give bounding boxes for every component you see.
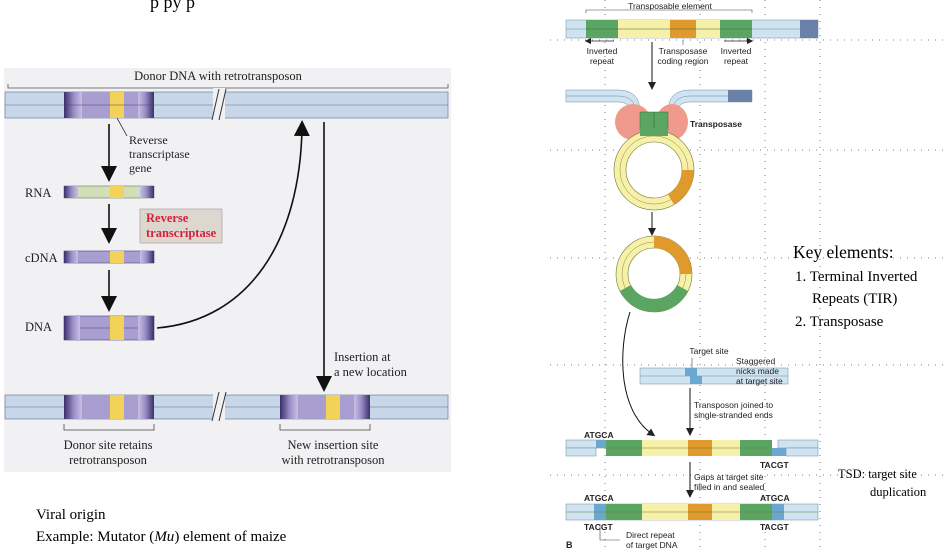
result-dna-strand	[4, 391, 449, 423]
title-fragment: p py p	[150, 0, 195, 12]
key-item-1b: Repeats (TIR)	[812, 291, 897, 307]
gaps-label-1: Gaps at target site	[694, 472, 764, 482]
atgca-seq-1: ATGCA	[584, 430, 614, 440]
joined-label-2: single-stranded ends	[694, 410, 773, 420]
donor-site-label-2: retrotransposon	[69, 453, 148, 467]
tsd-label-2: duplication	[870, 485, 927, 499]
key-elements-heading: Key elements:	[793, 242, 894, 262]
staggered-label-1: Staggered	[736, 356, 775, 366]
transposase-complex	[565, 89, 753, 211]
cdna-label: cDNA	[25, 251, 58, 265]
retrotransposon-panel: Donor DNA with retrotransposon Reverse t…	[4, 68, 451, 472]
donor-dna-strand	[4, 88, 449, 122]
target-site-label: Target site	[689, 346, 728, 356]
tacgt-seq-3: TACGT	[760, 522, 789, 532]
rt-gene-label-1: Reverse	[129, 133, 168, 147]
key-item-2: 2. Transposase	[795, 314, 884, 330]
dna-label: DNA	[25, 320, 52, 334]
donor-dna-label: Donor DNA with retrotransposon	[134, 69, 302, 83]
insertion-label-1: Insertion at	[334, 350, 391, 364]
target-dna-strand	[639, 367, 789, 385]
transposable-element-label: Transposable element	[628, 1, 712, 11]
cdna-strand	[63, 250, 155, 264]
direct-repeat-label-2: of target DNA	[626, 540, 678, 550]
dna-double-strand	[63, 315, 155, 341]
donor-site-label-1: Donor site retains	[64, 438, 153, 452]
reverse-transcriptase-box: Reverse transcriptase	[139, 208, 223, 244]
key-elements-list: Key elements: 1. Terminal Inverted Repea…	[793, 242, 918, 330]
inverted-repeat-right-1: Inverted	[721, 46, 752, 56]
inverted-repeat-right-2: repeat	[724, 56, 749, 66]
rna-label: RNA	[25, 186, 51, 200]
rna-strand	[63, 185, 155, 199]
rt-gene-label-3: gene	[129, 161, 152, 175]
transposable-element-strand	[565, 19, 819, 39]
direct-repeat-label-1: Direct repeat	[626, 530, 675, 540]
tsd-label-1: TSD: target site	[838, 467, 917, 481]
viral-origin-text: Viral origin	[36, 507, 106, 523]
key-item-1a: 1. Terminal Inverted	[795, 269, 918, 285]
insertion-curve-arrow	[622, 311, 656, 437]
new-site-label-1: New insertion site	[288, 438, 379, 452]
rt-box-label-2: transcriptase	[146, 226, 217, 240]
inverted-repeat-left-2: repeat	[590, 56, 615, 66]
tacgt-seq-1: TACGT	[760, 460, 789, 470]
staggered-label-2: nicks made	[736, 366, 779, 376]
joined-label-1: Transposon joined to	[694, 400, 773, 410]
new-site-label-2: with retrotransposon	[281, 453, 385, 467]
staggered-label-3: at target site	[736, 376, 783, 386]
atgca-seq-3: ATGCA	[760, 493, 790, 503]
rt-gene-label-2: transcriptase	[129, 147, 190, 161]
gaps-label-2: filled in and sealed	[694, 482, 765, 492]
insertion-label-2: a new location	[334, 365, 408, 379]
excised-transposon-circle	[615, 235, 693, 313]
rt-box-label-1: Reverse	[146, 211, 189, 225]
atgca-seq-2: ATGCA	[584, 493, 614, 503]
dna-transposon-panel: Transposable element Inverted repeat Tra…	[550, 0, 946, 553]
transposase-label: Transposase	[690, 119, 742, 129]
coding-region-2: coding region	[657, 56, 708, 66]
panel-letter: B	[566, 540, 573, 550]
tacgt-seq-2: TACGT	[584, 522, 613, 532]
coding-region-1: Transposase	[659, 46, 708, 56]
sealed-insertion-strand	[565, 503, 819, 521]
integration-arrow	[156, 120, 310, 329]
dotted-grid	[550, 0, 946, 553]
joined-transposon-strand	[565, 439, 819, 457]
inverted-repeat-left-1: Inverted	[587, 46, 618, 56]
mutator-example-text: Example: Mutator (Mu) element of maize	[36, 529, 287, 545]
donor-bracket	[7, 84, 449, 89]
